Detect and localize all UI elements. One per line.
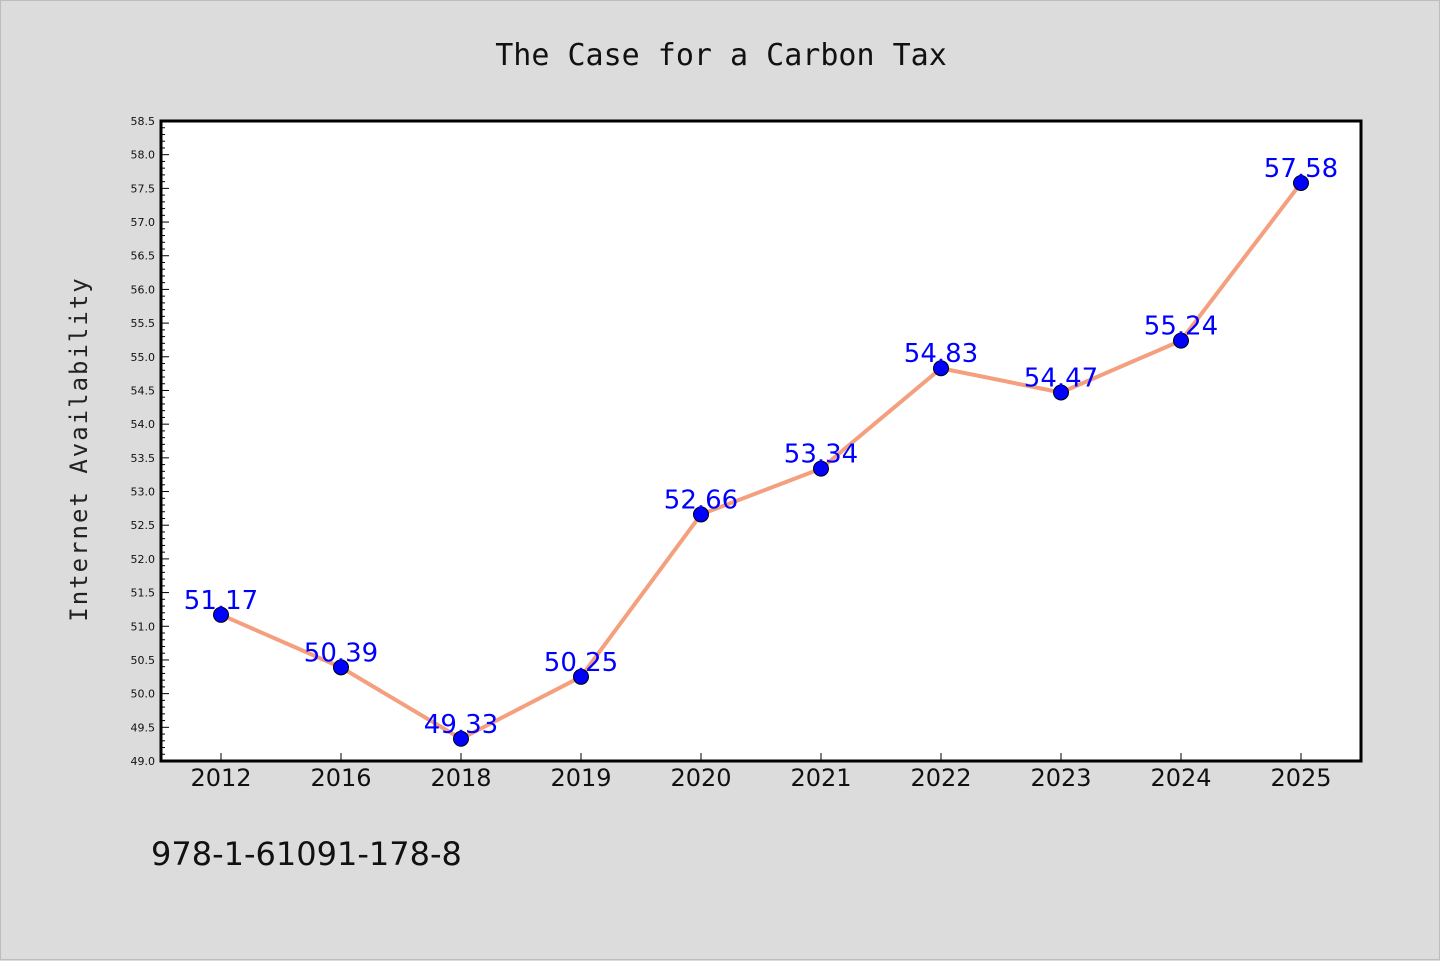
plot-area [159,119,1363,763]
data-point [1293,174,1309,191]
x-tick-label: 2019 [550,764,611,792]
y-tick-label: 57.0 [131,216,156,229]
x-tick-label: 2024 [1150,764,1211,792]
data-point [453,730,469,747]
y-tick-label: 58.5 [131,115,156,128]
data-label: 52.66 [664,485,738,515]
y-tick-label: 54.5 [131,384,156,397]
data-point [1053,384,1069,401]
y-tick-label: 49.0 [131,755,156,768]
data-label: 51.17 [184,586,258,616]
x-tick-label: 2023 [1030,764,1091,792]
y-axis-ticks: 49.0 49.5 50.0 50.5 51.0 51.5 52.0 52.5 53.0 53.5… [131,115,169,768]
data-point [813,460,829,477]
y-tick-label: 53.5 [131,452,156,465]
x-tick-label: 2018 [430,764,491,792]
y-tick-label: 55.0 [131,351,156,364]
data-label: 57.58 [1264,154,1338,184]
series-line [220,181,1303,741]
x-axis-ticks: 2012 2016 2018 2019 2020 2021 2022 2023 2024 2025 [190,753,1332,792]
data-points [213,174,1309,747]
y-tick-label: 53.0 [131,486,156,499]
data-label: 49.33 [424,710,498,740]
y-tick-label: 58.0 [131,149,156,162]
y-tick-label: 52.5 [131,519,156,532]
y-axis-label: Internet Availability [65,276,93,621]
data-labels: 51.17 50.39 49.33 50.25 52.66 53.34 54.83 54.47… [184,154,1338,740]
y-tick-label: 56.0 [131,283,156,296]
y-tick-label: 50.5 [131,654,156,667]
data-label: 54.47 [1024,363,1098,393]
x-tick-label: 2020 [670,764,731,792]
y-tick-label: 55.5 [131,317,156,330]
y-tick-label: 51.0 [131,620,156,633]
y-tick-label: 57.5 [131,182,156,195]
chart-title: The Case for a Carbon Tax [495,38,947,73]
y-tick-label: 51.5 [131,587,156,600]
data-point [333,659,349,676]
data-label: 54.83 [904,339,978,369]
footnote-isbn: 978-1-61091-178-8 [151,835,462,873]
x-tick-label: 2025 [1270,764,1331,792]
data-point [213,606,229,623]
data-label: 53.34 [784,440,858,470]
x-tick-label: 2012 [190,764,251,792]
x-tick-label: 2022 [910,764,971,792]
series-line-group [220,181,1303,741]
data-label: 50.39 [304,638,378,668]
data-label: 55.24 [1144,312,1218,342]
data-point [933,360,949,377]
y-tick-label: 52.0 [131,553,156,566]
y-tick-label: 50.0 [131,688,156,701]
x-tick-label: 2021 [790,764,851,792]
data-point [693,506,709,523]
x-tick-label: 2016 [310,764,371,792]
data-point [573,668,589,685]
y-tick-label: 54.0 [131,418,156,431]
data-point [1173,332,1189,349]
y-tick-label: 49.5 [131,721,156,734]
y-tick-label: 56.5 [131,250,156,263]
data-label: 50.25 [544,648,618,678]
